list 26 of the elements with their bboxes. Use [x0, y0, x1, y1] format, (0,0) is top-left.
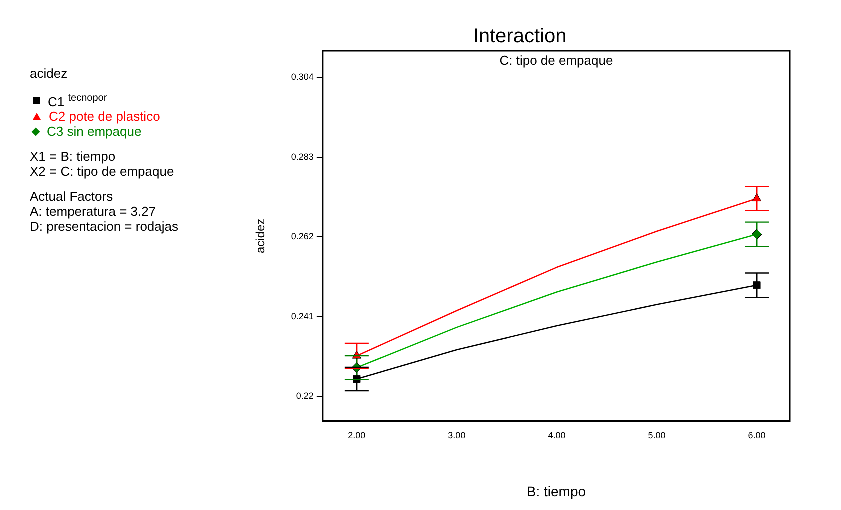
text: X2 = C: tipo de empaque	[30, 164, 176, 180]
legend-label: C3 sin empaque	[47, 124, 142, 140]
chart-title: Interaction	[473, 26, 567, 48]
text: D: presentacion = rodajas	[30, 219, 180, 234]
y-tick-label: 0.283	[291, 152, 314, 162]
x-tick-label: 6.00	[748, 430, 766, 440]
legend-label: C1 $^{tecnopor}$	[48, 92, 108, 110]
x-axis-title: B: tiempo	[526, 483, 586, 500]
legend-label: C2 pote de plastico	[49, 109, 160, 124]
text: acidez	[30, 66, 69, 81]
x-tick-label: 5.00	[648, 430, 666, 440]
chart-subtitle: C: tipo de empaque	[500, 53, 614, 68]
x-tick-label: 4.00	[548, 430, 566, 440]
y-tick-label: 0.304	[291, 72, 314, 82]
point	[752, 229, 762, 240]
x-tick-label: 2.00	[348, 430, 366, 440]
text: A: temperatura = 3.27	[30, 204, 158, 220]
point	[752, 194, 762, 202]
text: X1 = B: tiempo	[30, 149, 117, 164]
y-tick-label: 0.22	[296, 391, 314, 402]
y-axis-title: acidez	[254, 218, 268, 254]
y-tick-label: 0.241	[291, 311, 314, 322]
x-tick-label: 3.00	[448, 430, 466, 440]
point	[753, 282, 761, 290]
text: Actual Factors	[30, 189, 114, 204]
y-tick-label: 0.262	[291, 232, 314, 242]
